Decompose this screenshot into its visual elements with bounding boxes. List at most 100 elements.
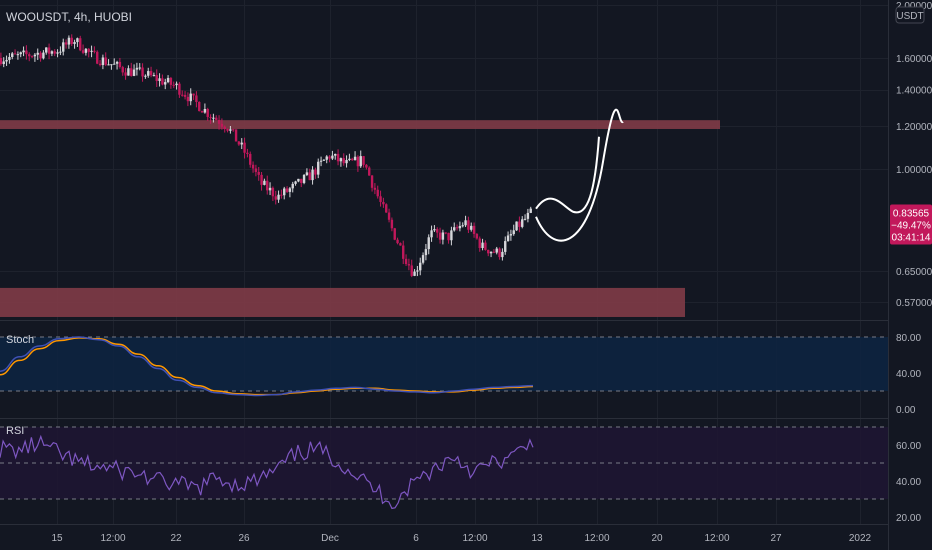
time-axis[interactable]: 15 12:00 22 26 Dec 6 12:00 13 12:00 20 12:00 27 2022 xyxy=(51,533,871,544)
candle-body xyxy=(450,230,453,241)
projection-curve-inner[interactable] xyxy=(535,136,600,214)
candle-body xyxy=(402,245,405,259)
candle-body xyxy=(64,42,68,45)
candle-body xyxy=(62,42,65,52)
price-tick-label: 1.60000 xyxy=(896,54,932,65)
candle-body xyxy=(124,72,127,76)
candle-body xyxy=(251,164,255,169)
candle-body xyxy=(365,164,368,168)
candle-body xyxy=(254,168,258,172)
candle-body xyxy=(172,84,175,86)
current-price: 0.83565 xyxy=(893,209,930,220)
candle-body xyxy=(101,57,105,66)
projection-curve-outer[interactable] xyxy=(535,108,624,242)
candle-body xyxy=(317,161,320,175)
candle-body xyxy=(427,237,430,250)
candle-body xyxy=(198,101,201,112)
candle-body xyxy=(39,52,42,59)
candle-body xyxy=(345,159,348,164)
currency-badge[interactable]: USDT xyxy=(895,6,925,24)
candle-body xyxy=(368,167,371,176)
candle-body xyxy=(274,196,277,200)
rsi-label[interactable]: RSI xyxy=(6,425,24,437)
currency-badge-box xyxy=(895,6,925,24)
candle-body xyxy=(393,228,396,240)
candle-body xyxy=(59,51,62,53)
stoch-label[interactable]: Stoch xyxy=(6,334,34,346)
candle-body xyxy=(478,238,481,249)
candle-body xyxy=(8,57,11,60)
candle-body xyxy=(70,37,73,44)
time-tick-label: 12:00 xyxy=(704,533,729,544)
candle-body xyxy=(164,82,167,85)
candle-body xyxy=(232,129,235,131)
candle-body xyxy=(421,255,425,263)
candle-body xyxy=(79,38,82,51)
time-tick-label: 22 xyxy=(170,533,182,544)
time-tick-label: Dec xyxy=(321,533,339,544)
candle-body xyxy=(444,232,447,234)
candle-body xyxy=(87,48,90,52)
candle-body xyxy=(441,232,445,240)
candle-body xyxy=(118,61,122,68)
candle-body xyxy=(504,241,507,252)
candle-body xyxy=(461,225,464,227)
candle-body xyxy=(249,153,252,165)
candle-body xyxy=(13,53,17,55)
candle-body xyxy=(453,227,456,231)
bar-countdown: 03:41:14 xyxy=(892,233,931,244)
candle-body xyxy=(195,95,198,102)
time-tick-label: 20 xyxy=(651,533,663,544)
candle-body xyxy=(509,234,513,236)
candle-body xyxy=(498,248,501,258)
candle-body xyxy=(481,242,484,249)
candle-body xyxy=(464,220,467,226)
stoch-k-line[interactable] xyxy=(0,336,534,397)
candle-body xyxy=(226,128,229,131)
candle-body xyxy=(215,117,218,120)
candle-body xyxy=(336,153,340,162)
candle-body xyxy=(475,233,479,239)
candle-body xyxy=(183,94,187,97)
stoch-axis[interactable]: 80.00 40.00 0.00 xyxy=(896,333,921,416)
candle-body xyxy=(413,271,416,276)
candle-body xyxy=(447,232,450,241)
candle-body xyxy=(113,63,116,65)
candle-body xyxy=(107,64,110,66)
candle-body xyxy=(98,63,102,66)
candle-body xyxy=(325,156,328,160)
candle-body xyxy=(209,116,212,118)
candle-body xyxy=(331,155,334,159)
candle-body xyxy=(399,243,402,246)
time-tick-label: 13 xyxy=(531,533,543,544)
candle-body xyxy=(342,158,345,164)
candle-body xyxy=(416,270,419,272)
candle-body xyxy=(268,187,272,191)
candle-body xyxy=(19,52,22,55)
stoch-tick-label: 0.00 xyxy=(896,405,916,416)
candle-body xyxy=(149,71,153,76)
current-price-label: 0.83565 −49.47% 03:41:14 xyxy=(890,204,932,245)
candle-body xyxy=(348,158,351,160)
candle-body xyxy=(495,248,498,253)
candle-body xyxy=(506,235,510,242)
rsi-axis[interactable]: 60.00 40.00 20.00 xyxy=(896,441,921,524)
candle-body xyxy=(84,48,88,53)
stoch-band-fill xyxy=(0,337,888,391)
candle-body xyxy=(280,194,283,196)
candle-body xyxy=(53,51,56,54)
candle-body xyxy=(223,126,226,129)
candle-body xyxy=(110,64,113,66)
candle-body xyxy=(127,68,130,76)
rsi-line[interactable] xyxy=(0,434,534,510)
current-price-box xyxy=(890,204,932,245)
resistance-zone[interactable] xyxy=(0,120,720,129)
candle-body xyxy=(33,54,37,57)
support-zone[interactable] xyxy=(0,287,685,317)
symbol-title[interactable]: WOOUSDT, 4h, HUOBI xyxy=(6,10,132,24)
time-tick-label: 12:00 xyxy=(584,533,609,544)
candle-body xyxy=(492,251,496,253)
candle-body xyxy=(260,174,263,185)
candle-body xyxy=(93,50,96,52)
